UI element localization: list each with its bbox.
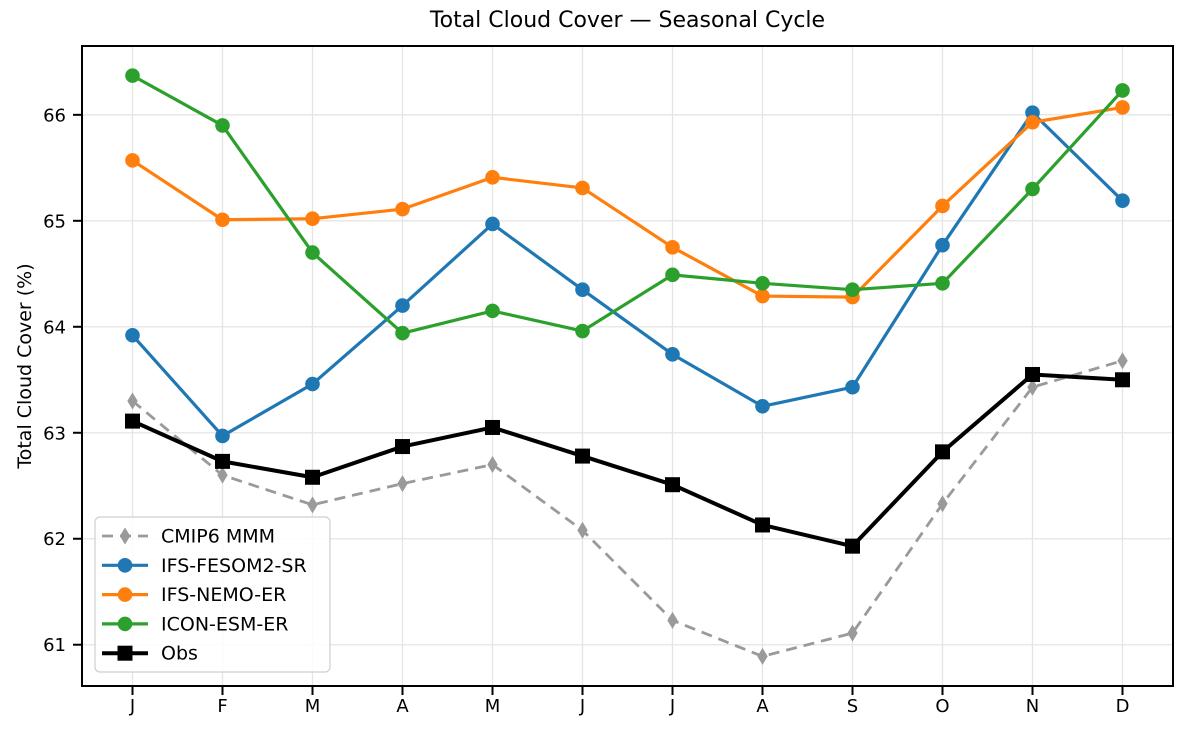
- marker-cmip6-mmm: [937, 495, 948, 513]
- x-tick-label: J: [669, 696, 675, 717]
- marker-icon-esm-er: [935, 276, 950, 291]
- marker-ifs-fesom2-sr: [575, 282, 590, 297]
- marker-obs: [395, 439, 410, 455]
- marker-cmip6-mmm: [847, 624, 858, 642]
- marker-ifs-fesom2-sr: [845, 379, 860, 395]
- marker-obs: [935, 444, 950, 460]
- marker-obs: [1025, 366, 1040, 382]
- marker-ifs-fesom2-sr: [935, 237, 950, 253]
- marker-ifs-nemo-er: [755, 288, 770, 304]
- marker-obs: [485, 419, 500, 435]
- marker-ifs-fesom2-sr: [395, 298, 410, 313]
- x-tick-label: M: [485, 696, 501, 717]
- marker-ifs-nemo-er: [125, 153, 140, 168]
- marker-obs: [665, 477, 680, 493]
- marker-icon-esm-er: [575, 323, 590, 339]
- marker-ifs-nemo-er: [575, 180, 590, 196]
- plot-border: [81, 45, 1174, 687]
- y-tick-label: 62: [43, 529, 66, 550]
- marker-ifs-fesom2-sr: [755, 398, 770, 414]
- marker-icon-esm-er: [485, 303, 500, 319]
- x-tick-label: J: [129, 696, 135, 717]
- y-tick-label: 61: [43, 635, 66, 656]
- marker-ifs-nemo-er: [215, 212, 230, 228]
- marker-ifs-fesom2-sr: [485, 216, 500, 232]
- marker-obs: [845, 538, 860, 554]
- marker-icon-esm-er: [305, 245, 320, 260]
- marker-cmip6-mmm: [487, 456, 498, 474]
- marker-cmip6-mmm: [577, 521, 588, 539]
- legend-item-label: CMIP6 MMM: [161, 526, 275, 548]
- chart-title: Total Cloud Cover — Seasonal Cycle: [429, 8, 826, 33]
- marker-icon-esm-er: [215, 118, 230, 133]
- series-line-ifs-nemo-er: [131, 105, 1123, 299]
- marker-ifs-nemo-er: [395, 201, 410, 217]
- y-tick-label: 66: [43, 105, 66, 126]
- marker-ifs-nemo-er: [305, 211, 320, 226]
- marker-cmip6-mmm: [1117, 352, 1128, 370]
- series-line-ifs-fesom2-sr: [131, 111, 1124, 438]
- marker-cmip6-mmm: [1027, 378, 1038, 396]
- x-tick-label: M: [305, 696, 321, 717]
- marker-cmip6-mmm: [757, 647, 768, 665]
- marker-ifs-nemo-er: [665, 240, 680, 255]
- marker-ifs-nemo-er: [485, 170, 500, 185]
- marker-ifs-fesom2-sr: [665, 347, 680, 362]
- marker-icon-esm-er: [1115, 83, 1130, 98]
- x-tick-label: D: [1116, 696, 1130, 717]
- legend-item-label: IFS-NEMO-ER: [161, 584, 286, 606]
- marker-obs: [215, 453, 230, 469]
- marker-ifs-fesom2-sr: [215, 428, 230, 444]
- x-tick-label: A: [756, 696, 769, 717]
- x-tick-label: A: [396, 696, 409, 717]
- marker-cmip6-mmm: [127, 392, 138, 410]
- marker-icon-esm-er: [665, 267, 680, 283]
- marker-obs: [305, 469, 320, 485]
- series-line-icon-esm-er: [131, 74, 1124, 335]
- marker-ifs-fesom2-sr: [125, 327, 140, 343]
- legend-marker-thin-diamond: [119, 527, 131, 545]
- x-tick-label: O: [935, 696, 949, 717]
- marker-cmip6-mmm: [667, 611, 678, 629]
- legend-marker-circle: [117, 616, 133, 632]
- series-line-obs: [131, 372, 1123, 549]
- legend-item-label: Obs: [161, 643, 198, 665]
- x-tick-label: F: [217, 696, 227, 717]
- x-tick-label: N: [1026, 696, 1039, 717]
- legend-marker-circle: [117, 558, 133, 573]
- legend-item-label: IFS-FESOM2-SR: [161, 555, 307, 577]
- marker-obs: [575, 448, 590, 464]
- marker-cmip6-mmm: [307, 496, 318, 514]
- y-tick-label: 65: [43, 211, 66, 232]
- marker-ifs-nemo-er: [1025, 114, 1040, 130]
- marker-ifs-nemo-er: [1115, 100, 1130, 115]
- legend-marker-circle: [117, 587, 133, 602]
- x-tick-label: S: [847, 696, 858, 717]
- legend-marker-square: [117, 645, 133, 661]
- marker-cmip6-mmm: [217, 466, 228, 484]
- legend: [94, 516, 331, 673]
- y-tick-label: 63: [43, 423, 66, 444]
- marker-icon-esm-er: [1025, 181, 1040, 197]
- marker-ifs-fesom2-sr: [305, 376, 320, 392]
- marker-obs: [755, 517, 770, 533]
- marker-icon-esm-er: [395, 325, 410, 341]
- marker-icon-esm-er: [755, 276, 770, 291]
- marker-cmip6-mmm: [397, 475, 408, 493]
- legend-item-label: ICON-ESM-ER: [161, 613, 288, 635]
- marker-icon-esm-er: [845, 282, 860, 297]
- marker-obs: [125, 413, 140, 429]
- marker-ifs-fesom2-sr: [1115, 193, 1130, 208]
- marker-icon-esm-er: [125, 68, 140, 83]
- x-tick-label: J: [579, 696, 585, 717]
- y-tick-label: 64: [43, 317, 66, 338]
- marker-ifs-nemo-er: [935, 198, 950, 214]
- marker-obs: [1115, 372, 1130, 388]
